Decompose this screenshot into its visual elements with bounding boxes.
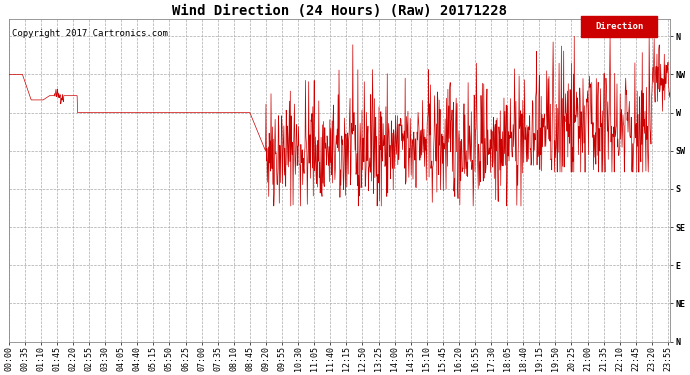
Text: Direction: Direction bbox=[595, 22, 644, 31]
Bar bbox=[581, 16, 657, 37]
Text: Copyright 2017 Cartronics.com: Copyright 2017 Cartronics.com bbox=[12, 29, 168, 38]
Title: Wind Direction (24 Hours) (Raw) 20171228: Wind Direction (24 Hours) (Raw) 20171228 bbox=[172, 4, 507, 18]
